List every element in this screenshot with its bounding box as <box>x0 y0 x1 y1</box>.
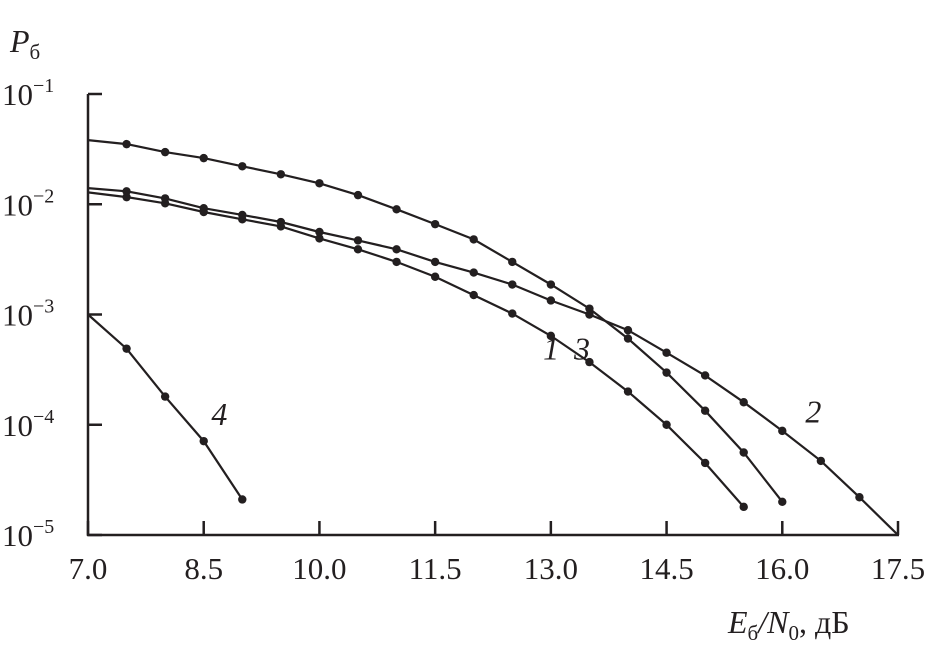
curve-1-point <box>662 420 671 429</box>
labels: 1 2 3 4 <box>211 331 821 432</box>
curve-3-point <box>623 334 633 343</box>
curve-1-point <box>469 290 478 300</box>
curve-3-point <box>353 190 363 200</box>
curve-3-line <box>87 139 784 503</box>
y-tick-label: 10−2 <box>2 185 54 222</box>
y-axis-title: Pб <box>9 23 40 64</box>
curve-3-point <box>700 406 710 415</box>
curve-2-point <box>160 194 170 203</box>
curve-2-point <box>238 210 247 220</box>
x-tick-label: 7.0 <box>69 551 108 586</box>
curve-2-point <box>199 204 208 213</box>
curve-2-point <box>276 217 286 227</box>
curve-2-point <box>778 426 787 436</box>
curve-3-point <box>199 153 208 163</box>
curve-2-point <box>623 326 633 335</box>
x-tick-label: 14.5 <box>639 551 693 586</box>
curve-1-point <box>122 192 131 202</box>
axes: 10−110−210−310−410−57.0 8.5 10.0 11.5 13.0 14… <box>2 75 925 586</box>
curve-label-1: 1 <box>543 331 559 367</box>
x-tick-label: 10.0 <box>292 551 346 586</box>
curve-1-point <box>430 272 440 281</box>
curve-1-point <box>508 309 517 318</box>
curve-2-point <box>508 280 517 289</box>
curve-3-point <box>430 219 440 229</box>
curve-2-point <box>469 268 478 277</box>
curve-1-point <box>585 357 594 367</box>
x-tick-label: 8.5 <box>184 551 223 586</box>
y-tick-label: 10−3 <box>2 296 54 333</box>
curve-1-point <box>739 502 748 512</box>
curve-2-point <box>855 493 864 502</box>
y-tick-label: 10−5 <box>2 516 54 553</box>
curve-2-point <box>585 310 594 319</box>
curve-4-point <box>122 344 131 353</box>
curve-4-point <box>238 495 247 504</box>
curve-1-point <box>700 458 710 468</box>
curve-1-point <box>315 234 324 243</box>
curve-2-point <box>739 398 748 407</box>
curve-1-point <box>623 387 633 396</box>
curves <box>87 139 899 536</box>
curve-label-2: 2 <box>805 393 821 429</box>
curve-3-point <box>662 368 671 377</box>
curve-2-point <box>392 245 401 254</box>
curve-3-point <box>315 179 324 188</box>
curve-2-point <box>662 348 671 357</box>
curve-2-point <box>700 371 710 380</box>
curve-3-point <box>160 147 170 157</box>
curve-1-point <box>546 331 556 341</box>
curve-3-point <box>585 304 594 313</box>
curve-2-point <box>353 236 363 245</box>
x-tick-label: 16.0 <box>755 551 809 586</box>
curve-2-point <box>546 296 556 305</box>
curve-3-point <box>238 162 247 171</box>
curve-3-point <box>122 139 131 149</box>
y-tick-label: 10−1 <box>2 75 54 112</box>
curve-2-point <box>430 257 440 267</box>
curve-2-point <box>315 227 324 237</box>
x-tick-label: 17.5 <box>871 551 925 586</box>
y-tick-label: 10−4 <box>2 406 54 443</box>
x-axis-title: Eб/N0, дБ <box>727 604 850 645</box>
curve-4-point <box>160 392 170 401</box>
curve-3-point <box>508 257 517 267</box>
curve-2-point <box>122 187 131 196</box>
curve-2-point <box>816 456 826 466</box>
curve-label-3: 3 <box>573 331 590 367</box>
curve-3-point <box>778 497 787 507</box>
curve-3-point <box>739 448 748 457</box>
curve-4-point <box>199 436 208 446</box>
curve-2-line <box>87 187 899 536</box>
curve-1-line <box>87 191 745 508</box>
curve-3-point <box>392 205 401 214</box>
x-tick-label: 13.0 <box>524 551 578 586</box>
curve-3-point <box>546 280 556 289</box>
x-tick-label: 11.5 <box>409 551 462 586</box>
curve-label-4: 4 <box>211 396 227 432</box>
curve-3-point <box>276 170 286 179</box>
curve-3-point <box>469 235 478 244</box>
curve-1-point <box>392 257 401 267</box>
curve-1-point <box>353 245 363 254</box>
